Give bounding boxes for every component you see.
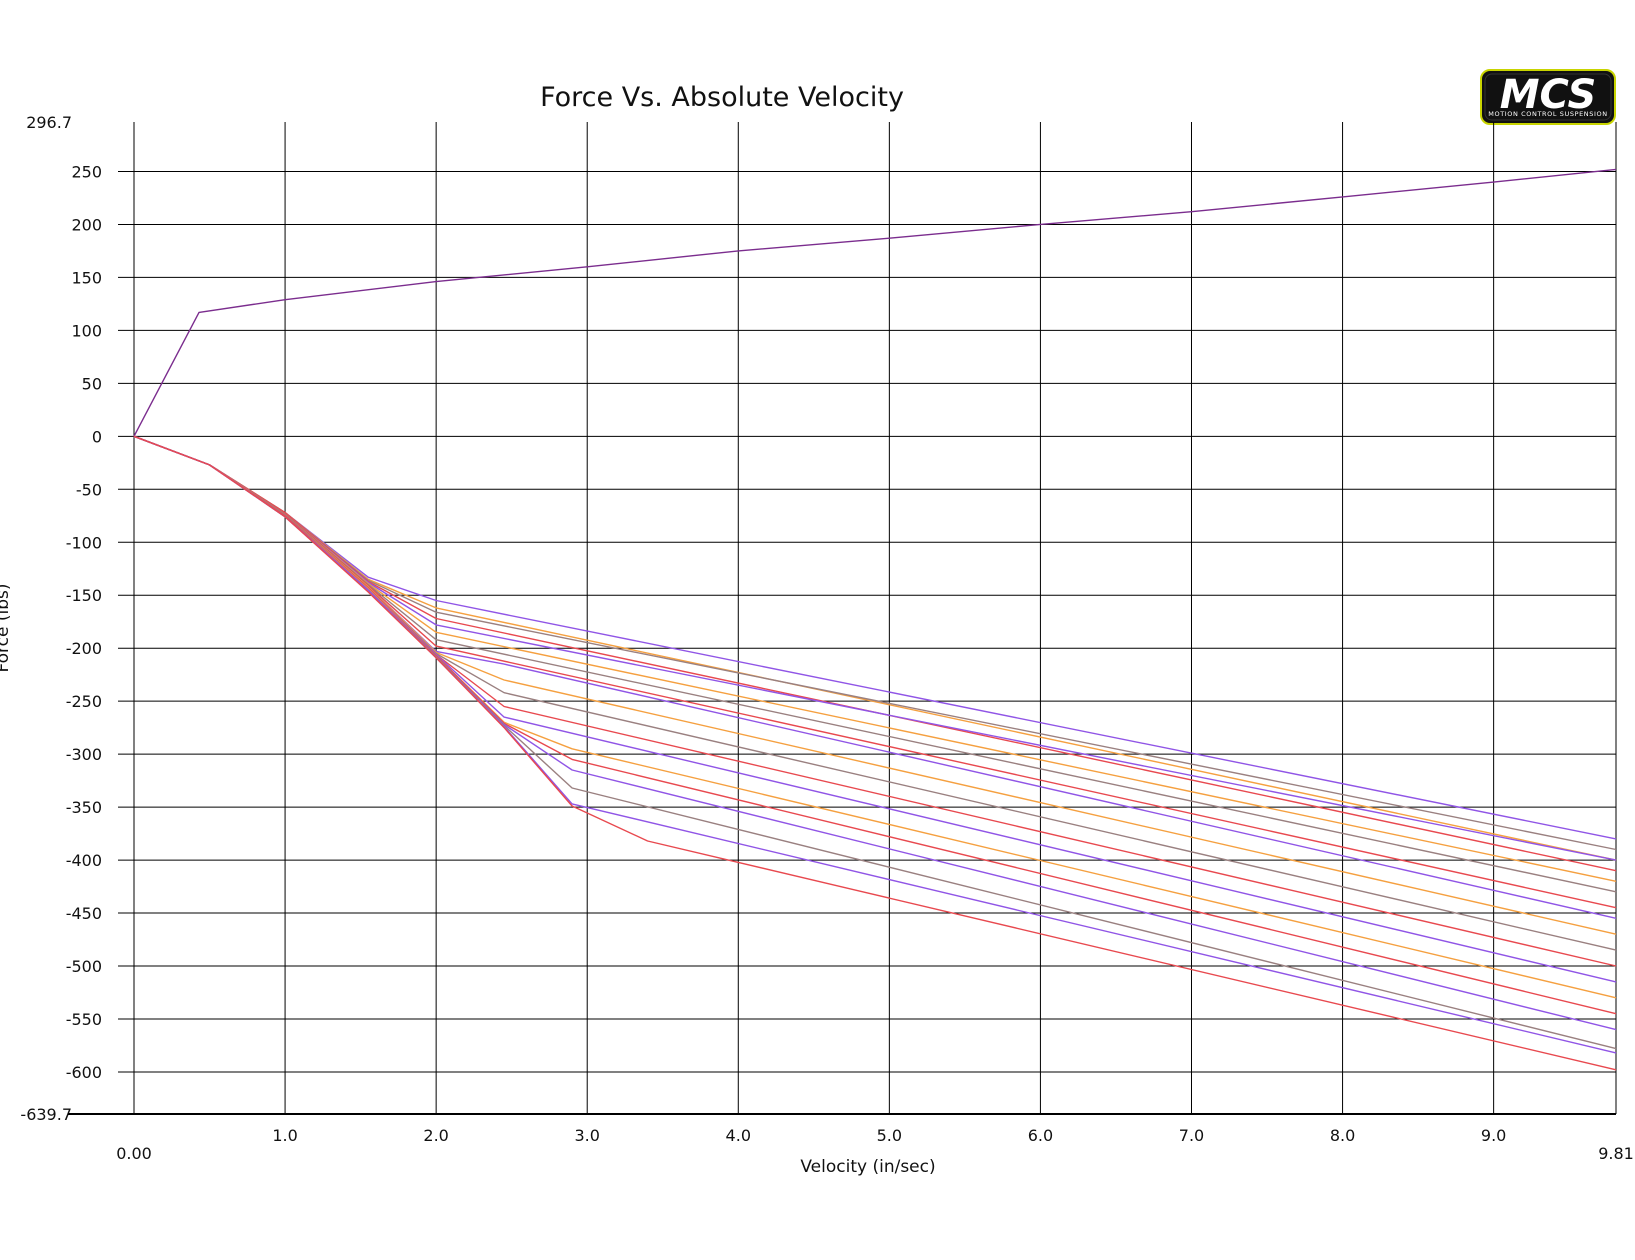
y-tick-label: -200: [66, 639, 102, 658]
x-tick-label: 5.0: [877, 1126, 902, 1145]
y-tick-label: -550: [66, 1010, 102, 1029]
series-line: [133, 435, 1617, 983]
x-tick-label: 1.0: [272, 1126, 297, 1145]
x-tick-label: 9.81: [1598, 1144, 1634, 1163]
x-tick-label: 4.0: [726, 1126, 751, 1145]
y-tick-label: 296.7: [26, 113, 72, 132]
series-line: [133, 435, 1617, 1071]
series-line: [133, 435, 1617, 1054]
y-tick-label: 50: [82, 374, 102, 393]
y-tick-label: -639.7: [20, 1105, 72, 1124]
series-line: [133, 168, 1617, 437]
series-line: [133, 435, 1617, 951]
y-tick-label: -600: [66, 1063, 102, 1082]
x-tick-label: 3.0: [574, 1126, 599, 1145]
x-tick-label: 2.0: [423, 1126, 448, 1145]
y-tick-label: 250: [71, 162, 102, 181]
x-tick-label: 7.0: [1179, 1126, 1204, 1145]
logo-subtext: MOTION CONTROL SUSPENSION: [1488, 110, 1607, 118]
x-tick-label: 9.0: [1481, 1126, 1506, 1145]
mcs-logo: MCS MOTION CONTROL SUSPENSION: [1480, 69, 1616, 125]
y-tick-label: 0: [92, 427, 102, 446]
y-tick-label: -50: [76, 480, 102, 499]
series-line: [133, 435, 1617, 882]
y-tick-label: 200: [71, 215, 102, 234]
y-tick-label: 100: [71, 321, 102, 340]
x-tick-label: 8.0: [1330, 1126, 1355, 1145]
y-tick-label: -300: [66, 745, 102, 764]
series-line: [133, 435, 1617, 935]
series-line: [133, 435, 1617, 1050]
y-tick-label: -350: [66, 798, 102, 817]
x-tick-label: 6.0: [1028, 1126, 1053, 1145]
y-tick-label: -250: [66, 692, 102, 711]
y-tick-label: -500: [66, 957, 102, 976]
y-tick-label: -100: [66, 533, 102, 552]
series-line: [133, 435, 1617, 909]
series-lines: [133, 168, 1617, 1071]
x-tick-label: 0.00: [116, 1144, 152, 1163]
y-tick-label: 150: [71, 268, 102, 287]
y-axis-label: Force (lbs): [0, 583, 13, 672]
y-tick-label: -450: [66, 904, 102, 923]
axes: 0.00 1.0 2.0 3.0 4.0 5.0 6.0 7.0 8.0 9.0 9.81 296.7…: [20, 113, 1633, 1163]
chart-title: Force Vs. Absolute Velocity: [540, 82, 904, 113]
grid: [118, 122, 1617, 1114]
series-line: [133, 435, 1617, 851]
y-tick-label: -400: [66, 851, 102, 870]
y-tick-label: -150: [66, 586, 102, 605]
logo-text: MCS: [1500, 72, 1597, 118]
x-axis-label: Velocity (in/sec): [800, 1157, 935, 1177]
